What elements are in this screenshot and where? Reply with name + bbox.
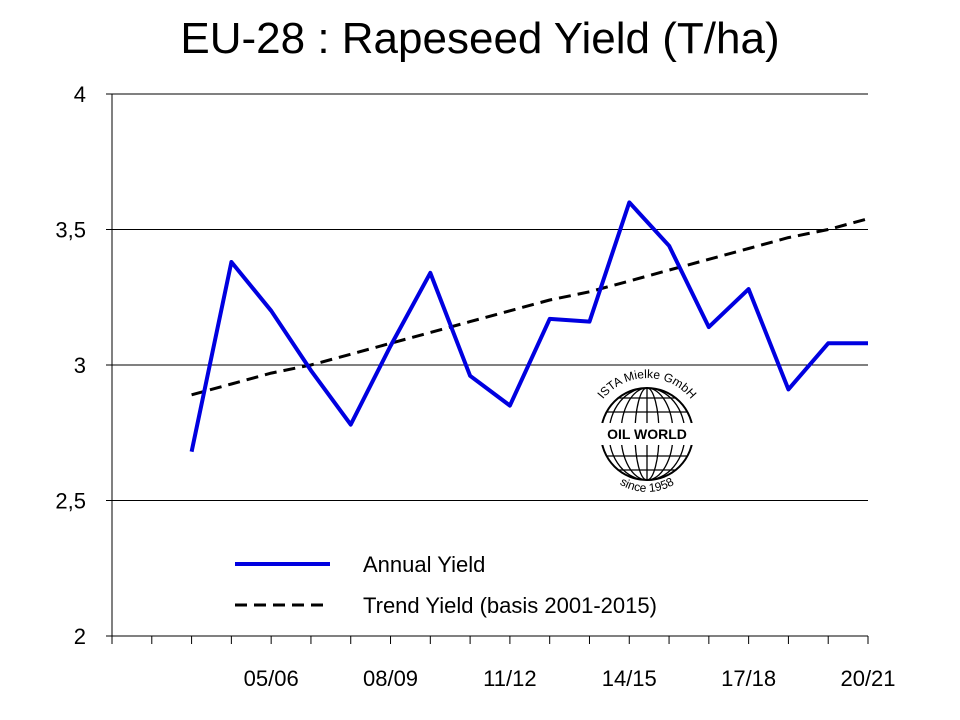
y-tick-label: 4 <box>74 82 86 107</box>
axes: 2 2,5 3 3,5 4 05/06 08/09 11/12 14/15 17/18 20/21 <box>55 82 895 691</box>
y-tick-label: 2,5 <box>55 489 86 514</box>
x-tick-label: 05/06 <box>244 666 299 691</box>
annual-yield-line <box>189 200 868 453</box>
oil-world-logo: OIL WORLD ISTA Mielke GmbH since 1958 <box>594 367 699 495</box>
x-tick-label: 17/18 <box>721 666 776 691</box>
legend-trend-label: Trend Yield (basis 2001-2015) <box>363 593 657 618</box>
x-tick-label: 08/09 <box>363 666 418 691</box>
logo-bottom-text: since 1958 <box>618 474 676 495</box>
logo-center-text: OIL WORLD <box>607 426 687 442</box>
y-tick-label: 2 <box>74 624 86 649</box>
x-tick-label: 20/21 <box>840 666 895 691</box>
y-tick-label: 3,5 <box>55 218 86 243</box>
trend-yield-line <box>191 217 869 397</box>
series-lines <box>189 200 869 453</box>
y-tick-label: 3 <box>74 353 86 378</box>
x-tick-label: 11/12 <box>483 666 536 691</box>
chart-title: EU-28 : Rapeseed Yield (T/ha) <box>180 14 780 63</box>
legend-annual-label: Annual Yield <box>363 552 485 577</box>
legend: Annual Yield Trend Yield (basis 2001-201… <box>235 552 657 618</box>
gridlines <box>112 93 868 637</box>
x-tick-label: 14/15 <box>602 666 657 691</box>
